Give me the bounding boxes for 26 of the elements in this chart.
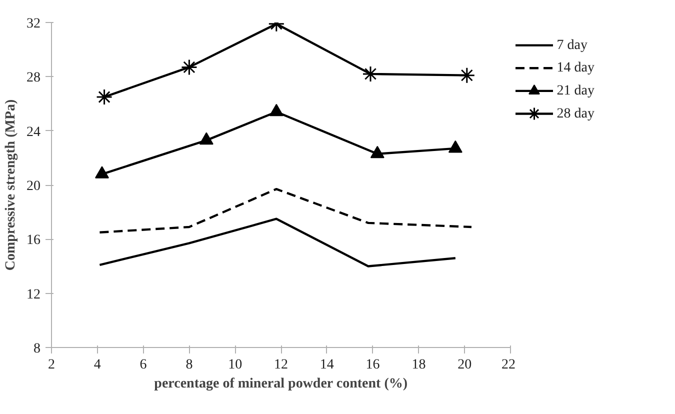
y-axis-title: Compressive strength (MPa): [4, 98, 18, 271]
legend-label: 14 day: [556, 60, 594, 76]
legend-label: 21 day: [556, 83, 594, 98]
legend-label: 7 day: [556, 38, 588, 53]
x-tick-label: 14: [320, 358, 334, 372]
x-tick-label: 8: [186, 358, 193, 372]
y-tick-label: 24: [26, 124, 40, 140]
x-tick-label: 18: [412, 358, 426, 372]
y-tick-label: 32: [26, 16, 40, 32]
x-tick-label: 20: [458, 358, 472, 372]
x-tick-label: 12: [274, 358, 288, 372]
y-tick-label: 8: [34, 342, 40, 356]
x-tick-label: 4: [94, 358, 101, 372]
y-tick-label: 16: [26, 233, 40, 248]
x-tick-label: 2: [48, 358, 55, 372]
y-tick-label: 20: [26, 179, 40, 194]
x-axis-title: percentage of mineral powder content (%): [154, 376, 408, 392]
x-tick-label: 22: [502, 358, 516, 372]
y-tick-label: 28: [26, 70, 40, 86]
line-series: [98, 218, 457, 268]
y-tick-label: 12: [26, 287, 40, 302]
x-tick-label: 16: [366, 358, 380, 372]
x-tick-label: 10: [228, 358, 242, 372]
x-tick-label: 6: [140, 358, 147, 372]
line-series: [98, 188, 473, 234]
legend-label: 28 day: [556, 106, 594, 122]
